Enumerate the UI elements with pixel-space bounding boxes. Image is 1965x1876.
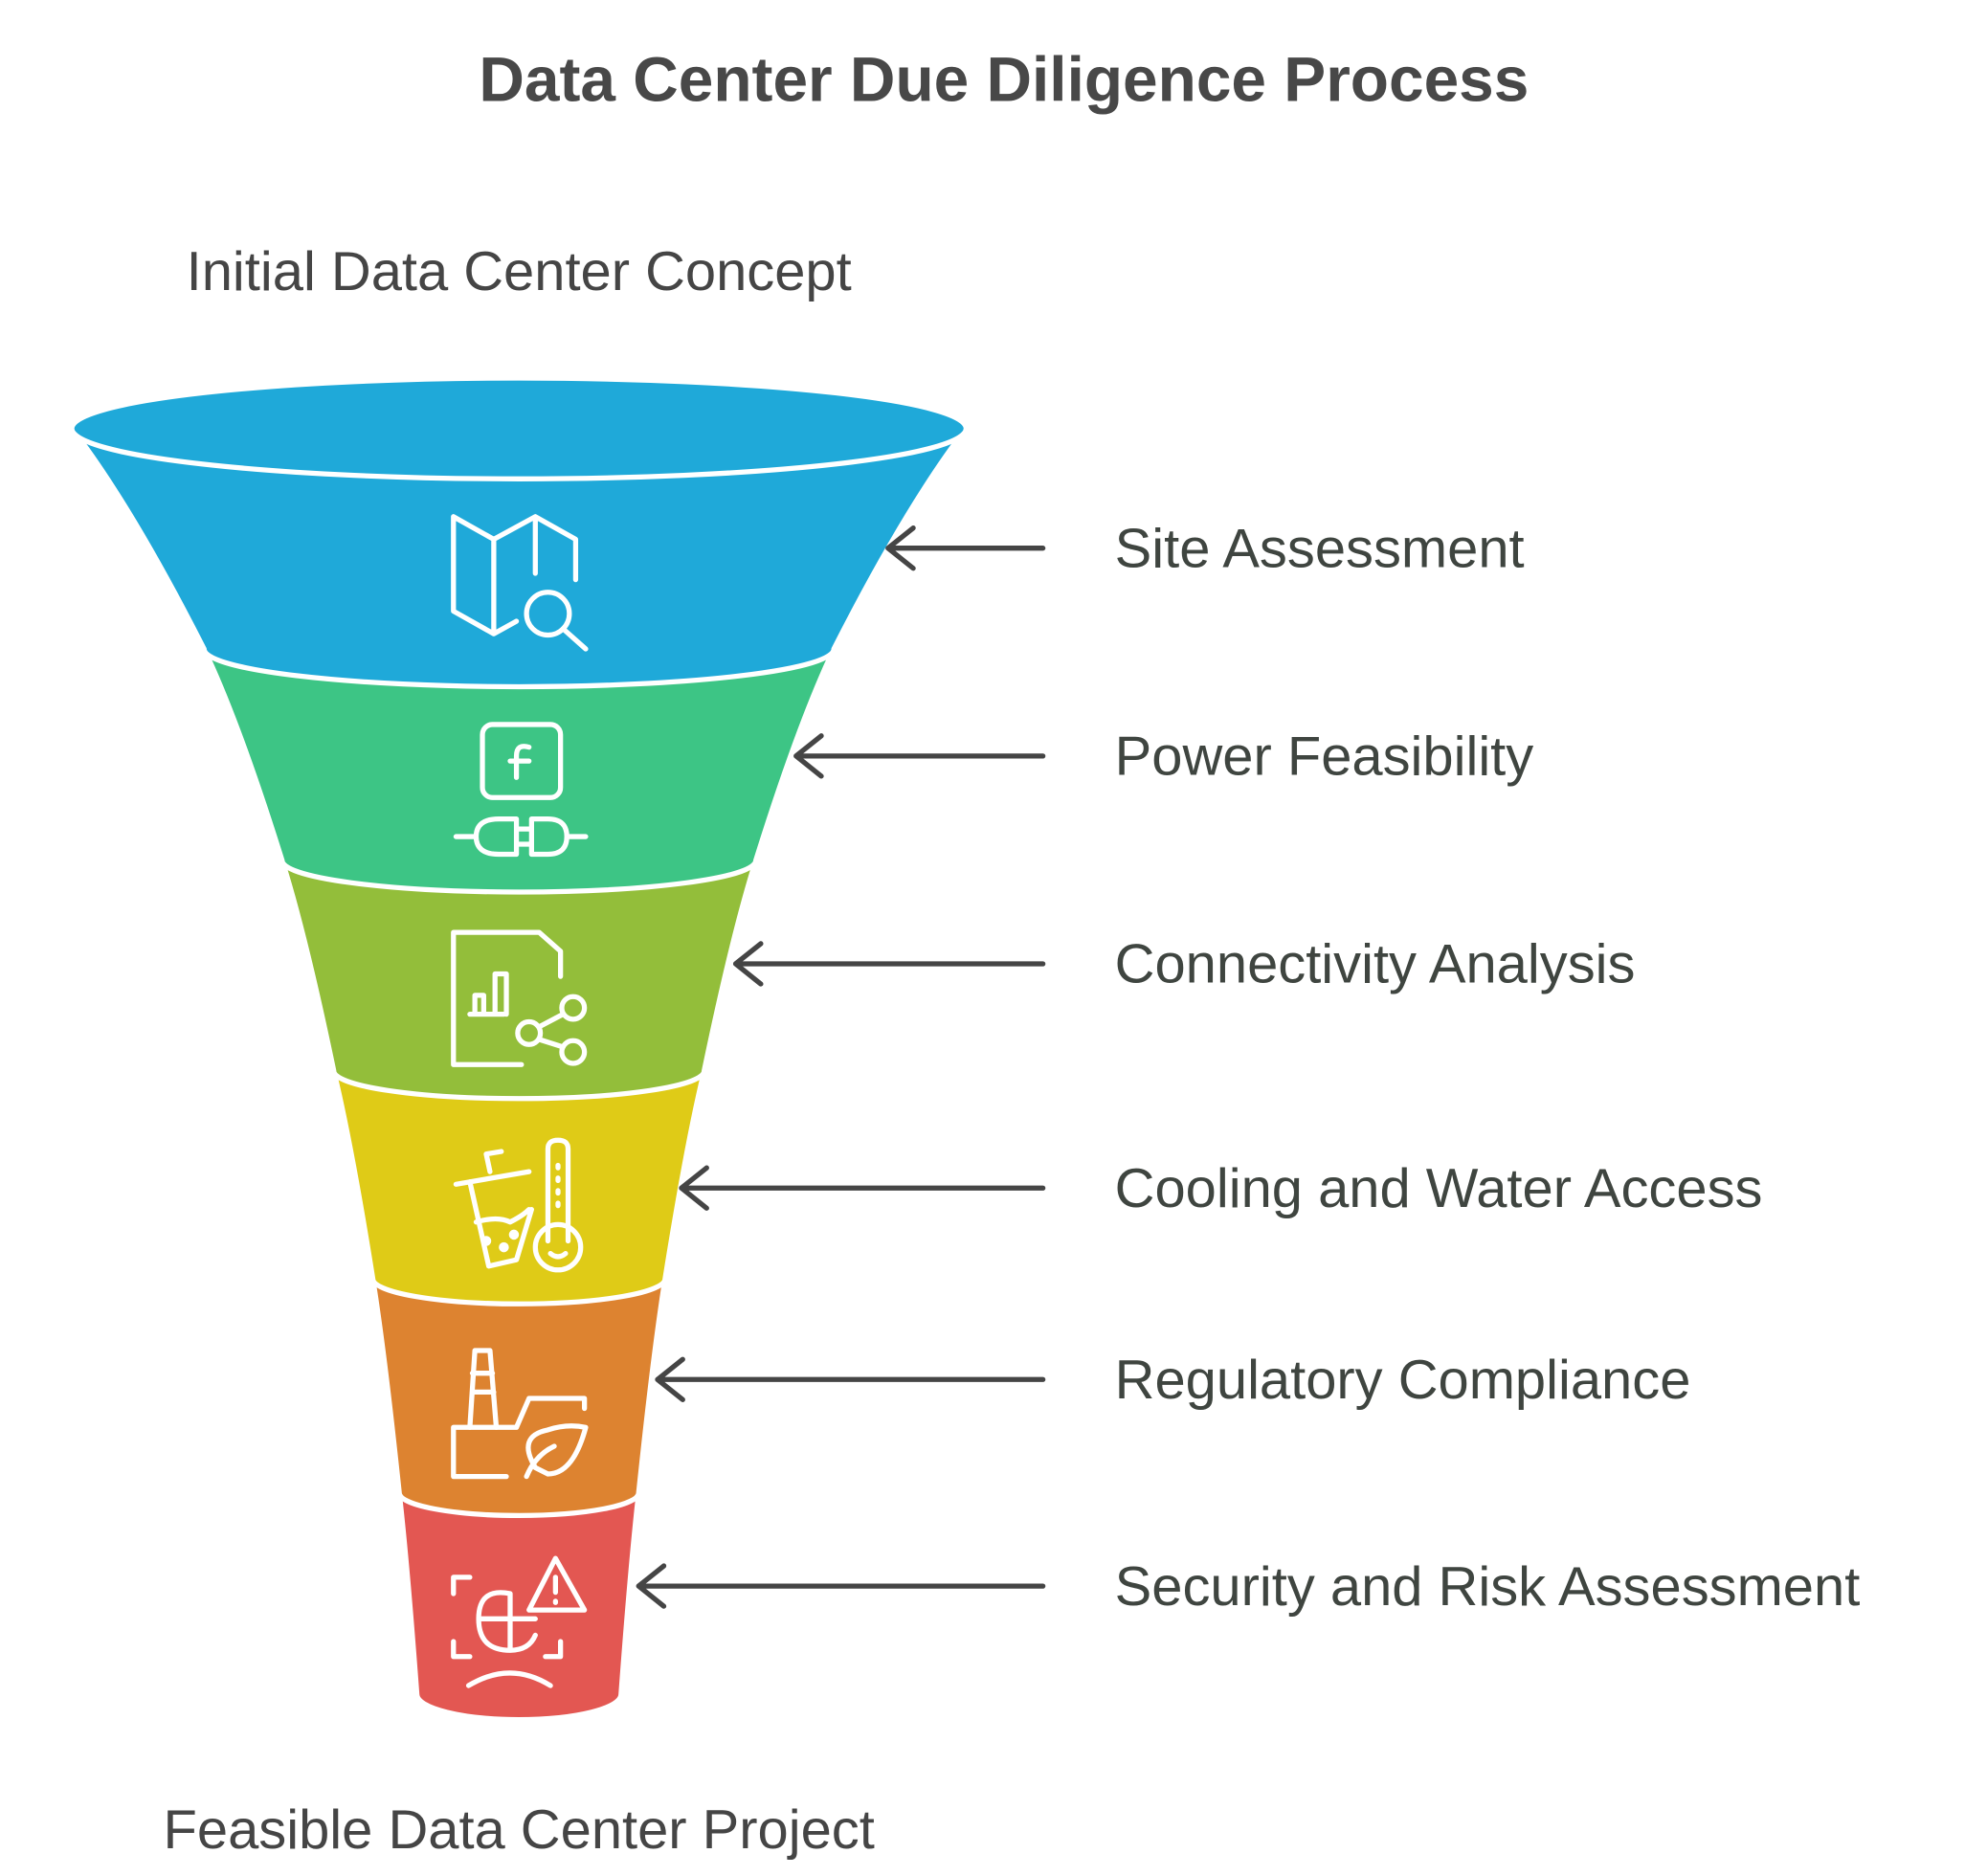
arrow-left-icon <box>679 1165 1046 1211</box>
stage-row: Connectivity Analysis <box>732 934 1636 995</box>
stage-row: Cooling and Water Access <box>679 1158 1763 1219</box>
stage-row: Power Feasibility <box>793 726 1534 788</box>
document-chart-share-icon <box>451 929 588 1067</box>
stage-row: Regulatory Compliance <box>655 1350 1691 1411</box>
stage-row: Site Assessment <box>885 518 1525 579</box>
stage-label: Security and Risk Assessment <box>1115 1556 1861 1618</box>
drink-thermometer-icon <box>453 1137 584 1273</box>
arrow-left-icon <box>636 1563 1046 1609</box>
diagram-title: Data Center Due Diligence Process <box>479 44 1529 115</box>
arrow-left-icon <box>732 941 1046 987</box>
risk-warning-icon <box>451 1555 588 1688</box>
funnel-input-label: Initial Data Center Concept <box>187 241 852 302</box>
stage-label: Cooling and Water Access <box>1115 1158 1763 1219</box>
stage-label: Regulatory Compliance <box>1115 1350 1691 1411</box>
factory-leaf-icon <box>451 1348 589 1480</box>
stage-label: Connectivity Analysis <box>1115 934 1636 995</box>
stage-label: Site Assessment <box>1115 518 1525 579</box>
arrow-left-icon <box>793 733 1046 779</box>
funnel-output-label: Feasible Data Center Project <box>164 1799 875 1861</box>
arrow-left-icon <box>655 1356 1046 1402</box>
map-search-icon <box>451 514 589 652</box>
funnel-top-rim <box>69 375 970 481</box>
plug-power-icon <box>453 722 589 858</box>
stage-labels: Site Assessment Power Feasibility Connecti… <box>636 518 1861 1618</box>
arrow-left-icon <box>885 525 1046 571</box>
stage-label: Power Feasibility <box>1115 726 1534 788</box>
funnel-icons <box>451 514 589 1688</box>
funnel-bands <box>69 375 970 1723</box>
stage-row: Security and Risk Assessment <box>636 1556 1861 1618</box>
